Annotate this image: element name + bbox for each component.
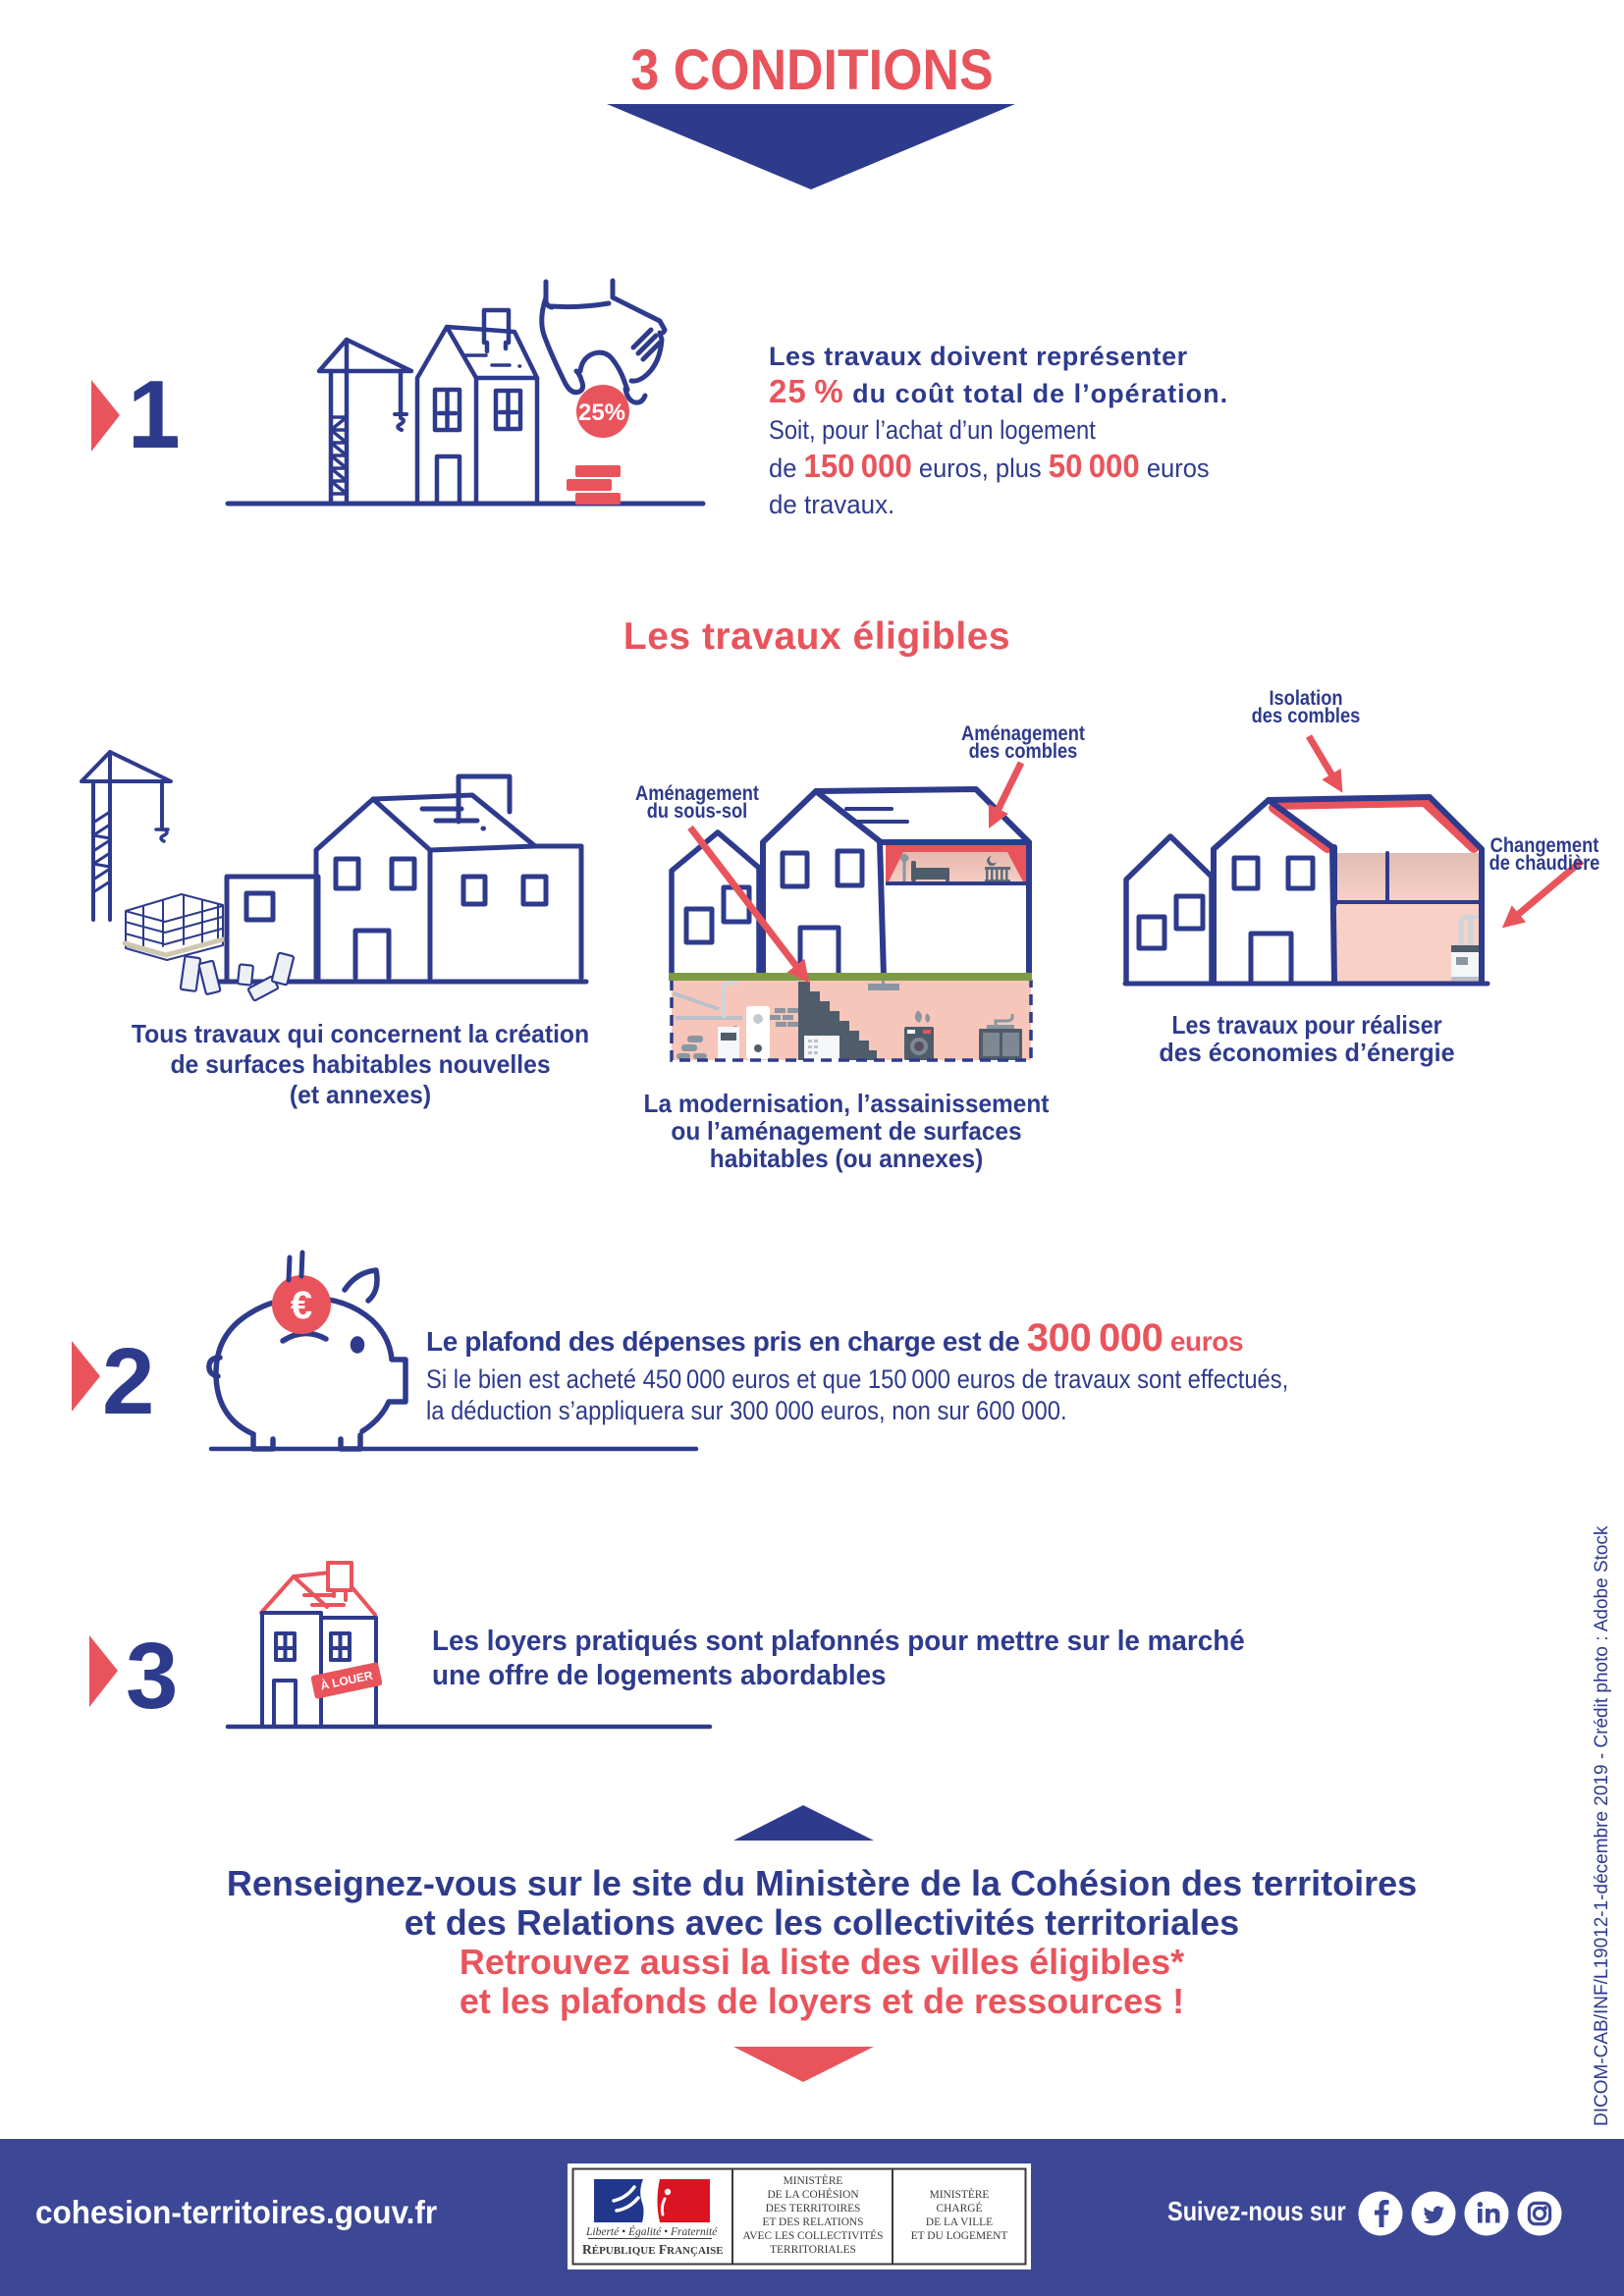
- svg-text:€: €: [291, 1284, 312, 1327]
- svg-text:25%: 25%: [578, 400, 625, 426]
